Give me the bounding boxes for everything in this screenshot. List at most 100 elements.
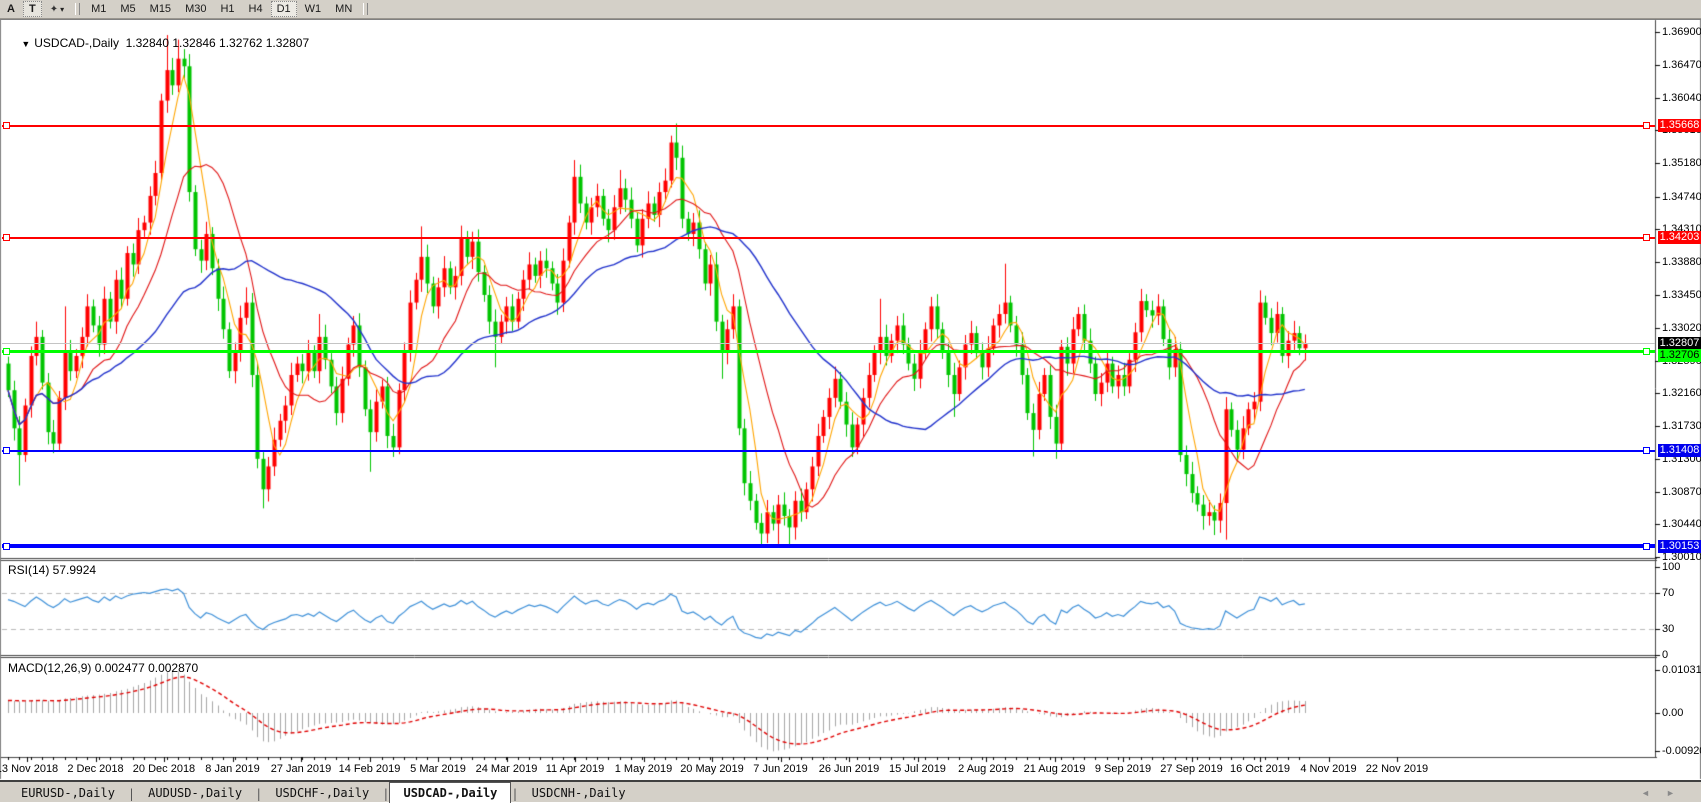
price-axis-tick: 1.35180 (1662, 157, 1701, 170)
date-axis-label: 2 Aug 2019 (958, 763, 1014, 775)
price-axis-tick: 1.31730 (1662, 420, 1701, 433)
toolbar-font-tool-t[interactable]: T (22, 1, 42, 17)
hline-handle-support-green[interactable] (3, 348, 10, 356)
date-axis-label: 14 Feb 2019 (338, 763, 401, 775)
price-axis-tick: 1.30440 (1662, 518, 1701, 531)
price-axis-tick: 1.34740 (1662, 190, 1701, 203)
timeframe-button-m30[interactable]: M30 (185, 3, 207, 15)
date-axis-label: 20 Dec 2018 (132, 763, 196, 775)
macd-axis-tick: 0.010311 (1662, 664, 1701, 677)
rsi-axis-tick: 70 (1662, 587, 1675, 600)
macd-label: MACD(12,26,9) 0.002477 0.002870 (8, 661, 199, 675)
date-axis-label: 24 Mar 2019 (475, 763, 538, 775)
price-axis-tick: 1.33020 (1662, 321, 1701, 334)
top-toolbar: A T ✦ ▾ M1 M5 M15 M30 H1 H4 D1 W1 MN (0, 0, 1701, 19)
hline-handle-support-blue[interactable] (3, 447, 10, 455)
symbol-label: USDCAD-,Daily (34, 36, 119, 50)
hline-resistance-mid[interactable] (2, 236, 1655, 239)
tab-usdcad[interactable]: USDCAD-,Daily (389, 781, 512, 803)
date-axis-label: 8 Jan 2019 (205, 763, 260, 775)
tab-audusd[interactable]: AUDUSD-,Daily (148, 786, 243, 800)
timeframe-button-w1[interactable]: W1 (304, 3, 322, 15)
rsi-axis-tick: 100 (1662, 561, 1681, 573)
hline-handle-support-lower[interactable] (1643, 542, 1650, 550)
tab-divider: | (382, 786, 390, 801)
date-axis-label: 15 Jul 2019 (889, 763, 946, 775)
timeframe-button-h4[interactable]: H4 (248, 3, 263, 15)
price-badge-resistance-upper: 1.35668 (1658, 119, 1701, 133)
symbol-tabs-bar: EURUSD-,Daily | AUDUSD-,Daily | USDCHF-,Dail… (0, 780, 1701, 803)
timeframe-button-m1[interactable]: M1 (91, 3, 107, 15)
toolbar-separator (75, 3, 81, 15)
timeframe-button-m15[interactable]: M15 (149, 3, 172, 15)
hline-handle-resistance-mid[interactable] (3, 234, 10, 242)
date-axis-label: 16 Oct 2019 (1230, 763, 1290, 775)
date-axis-label: 22 Nov 2019 (1365, 763, 1429, 775)
macd-axis-tick: -0.009203 (1662, 745, 1701, 758)
hline-resistance-upper[interactable] (2, 124, 1655, 127)
macd-axis-tick: 0.00 (1662, 707, 1684, 719)
date-axis-label: 4 Nov 2019 (1300, 763, 1357, 775)
tab-eurusd[interactable]: EURUSD-,Daily (21, 786, 115, 800)
tabs-scroll-right-icon[interactable]: ► (1666, 788, 1675, 798)
price-badge-current-price-line: 1.32807 (1658, 337, 1701, 351)
price-axis-tick: 1.36470 (1662, 58, 1701, 71)
date-axis-label: 13 Nov 2018 (0, 763, 59, 775)
price-axis-tick: 1.30010 (1662, 551, 1701, 564)
toolbar-font-tool-a[interactable]: A (7, 3, 15, 15)
hline-handle-resistance-mid[interactable] (1643, 234, 1650, 242)
timeframe-button-m5[interactable]: M5 (120, 3, 136, 15)
chevron-down-icon: ▾ (60, 5, 65, 14)
timeframe-button-h1[interactable]: H1 (220, 3, 235, 15)
hline-support-lower[interactable] (2, 544, 1655, 549)
hline-handle-support-blue[interactable] (1643, 447, 1650, 455)
hline-handle-support-green[interactable] (1643, 348, 1650, 356)
hline-handle-resistance-upper[interactable] (3, 122, 10, 130)
tab-divider: | (255, 786, 263, 801)
rsi-label: RSI(14) 57.9924 (8, 563, 97, 577)
hline-support-green[interactable] (2, 350, 1655, 354)
price-axis-tick: 1.33450 (1662, 288, 1701, 301)
rsi-axis-tick: 0 (1662, 649, 1669, 661)
toolbar-separator (363, 3, 369, 15)
cursor-tools-button[interactable]: ✦ ▾ (44, 1, 70, 17)
date-axis-label: 27 Jan 2019 (270, 763, 332, 775)
ohlc-values: 1.32840 1.32846 1.32762 1.32807 (125, 36, 310, 50)
date-axis-label: 1 May 2019 (614, 763, 673, 775)
date-axis-label: 5 Mar 2019 (410, 763, 466, 775)
date-axis-label: 26 Jun 2019 (818, 763, 880, 775)
date-axis-label: 7 Jun 2019 (753, 763, 808, 775)
hline-handle-support-lower[interactable] (3, 542, 10, 550)
chart-title: ▼ USDCAD-,Daily 1.32840 1.32846 1.32762 1… (8, 22, 309, 64)
timeframe-button-mn[interactable]: MN (335, 3, 353, 15)
date-axis-label: 2 Dec 2018 (67, 763, 124, 775)
date-axis-label: 11 Apr 2019 (545, 763, 605, 775)
price-axis-tick: 1.36040 (1662, 91, 1701, 104)
tab-usdchf[interactable]: USDCHF-,Daily (275, 786, 370, 800)
price-axis-tick: 1.36900 (1662, 26, 1701, 38)
hline-current-price-line[interactable] (2, 343, 1655, 345)
tab-divider: | (127, 786, 136, 801)
price-badge-support-blue: 1.31408 (1658, 444, 1701, 458)
price-axis-tick: 1.30870 (1662, 485, 1701, 498)
date-axis-label: 9 Sep 2019 (1094, 763, 1152, 775)
price-badge-resistance-mid: 1.34203 (1658, 231, 1701, 245)
price-badge-support-green: 1.32706 (1658, 349, 1701, 363)
tab-divider: | (511, 786, 519, 801)
price-badge-support-lower: 1.30153 (1658, 539, 1701, 553)
hline-handle-resistance-upper[interactable] (1643, 122, 1650, 130)
hline-support-blue[interactable] (2, 449, 1655, 452)
tab-usdcnh[interactable]: USDCNH-,Daily (531, 786, 626, 800)
cursor-sparkle-icon: ✦ (49, 4, 59, 15)
date-axis-label: 20 May 2019 (680, 763, 744, 775)
date-axis-label: 21 Aug 2019 (1023, 763, 1086, 775)
symbol-dropdown-icon[interactable]: ▼ (21, 39, 31, 49)
timeframe-button-d1[interactable]: D1 (270, 1, 297, 17)
date-axis-label: 27 Sep 2019 (1160, 763, 1223, 775)
tabs-scroll-left-icon[interactable]: ◄ (1641, 788, 1650, 798)
price-axis-tick: 1.32160 (1662, 387, 1701, 400)
price-axis-tick: 1.33880 (1662, 256, 1701, 269)
rsi-axis-tick: 30 (1662, 622, 1675, 635)
